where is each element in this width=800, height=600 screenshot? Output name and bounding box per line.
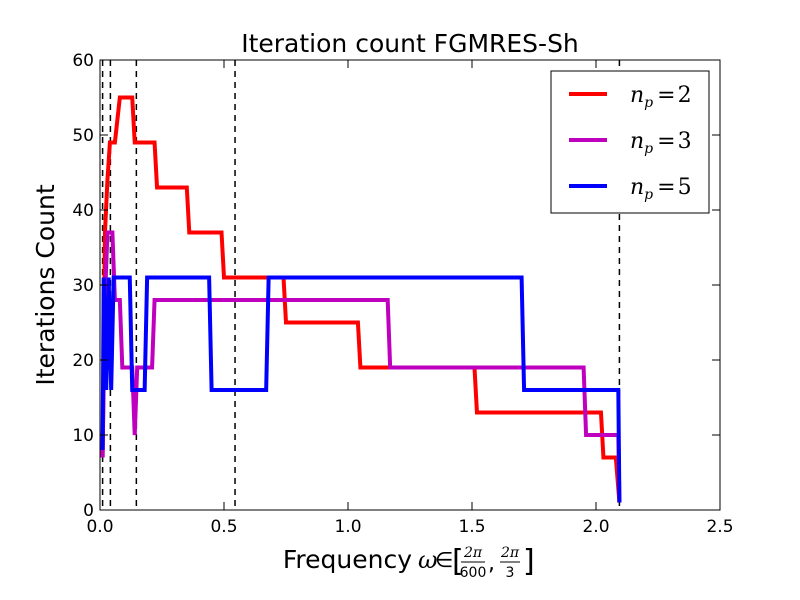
- legend-label-np2: np =2: [630, 83, 692, 111]
- axis-tick-labels: 0.0 0.5 1.0 1.5 2.0 2.5 0 10 20 30 40 50 60: [72, 51, 733, 537]
- y-tick-label-3: 30: [72, 276, 94, 296]
- chart-title: Iteration count FGMRES-Sh: [241, 29, 579, 58]
- plot-frame: [99, 59, 721, 511]
- y-tick-label-5: 50: [72, 126, 94, 146]
- legend-label-np5: np =5: [630, 175, 692, 203]
- x-tick-label-5: 2.5: [706, 517, 733, 537]
- x-axis-label-comma: ,: [488, 551, 495, 576]
- x-tick-label-1: 0.5: [210, 517, 237, 537]
- y-tick-label-1: 10: [72, 426, 94, 446]
- x-axis-label-member: ∈: [435, 548, 453, 572]
- x-axis-label-lower-den: 600: [460, 565, 487, 581]
- x-tick-label-2: 1.0: [334, 517, 361, 537]
- x-axis-label-open-bracket: [: [452, 544, 464, 579]
- x-axis-label-omega: ω: [418, 546, 438, 574]
- y-tick-label-2: 20: [72, 351, 94, 371]
- series-line-np3: [100, 230, 622, 503]
- x-axis-label-upper-num: 2π: [500, 545, 520, 561]
- y-axis-label: Iterations Count: [31, 184, 60, 385]
- legend-label-np3: np =3: [630, 129, 692, 157]
- x-axis-label-upper-den: 3: [506, 565, 515, 581]
- series-lines: [100, 95, 622, 503]
- x-axis-label: Frequency ω ∈ [ 2π 600 , 2π 3 ]: [283, 544, 535, 581]
- y-tick-label-0: 0: [83, 501, 94, 521]
- x-tick-label-0: 0.0: [86, 517, 113, 537]
- series-line-np2: [100, 95, 622, 503]
- x-axis-label-lower-num: 2π: [463, 545, 483, 561]
- x-tick-label-3: 1.5: [458, 517, 485, 537]
- y-tick-label-6: 60: [72, 51, 94, 71]
- x-tick-label-4: 2.0: [582, 517, 609, 537]
- x-axis-label-text: Frequency: [283, 545, 412, 574]
- x-axis-label-close-bracket: ]: [523, 544, 535, 579]
- vertical-reference-lines: [101, 60, 621, 510]
- series-line-np5: [100, 275, 622, 503]
- y-tick-label-4: 40: [72, 201, 94, 221]
- legend: np =2 np =3 np =5: [550, 70, 710, 214]
